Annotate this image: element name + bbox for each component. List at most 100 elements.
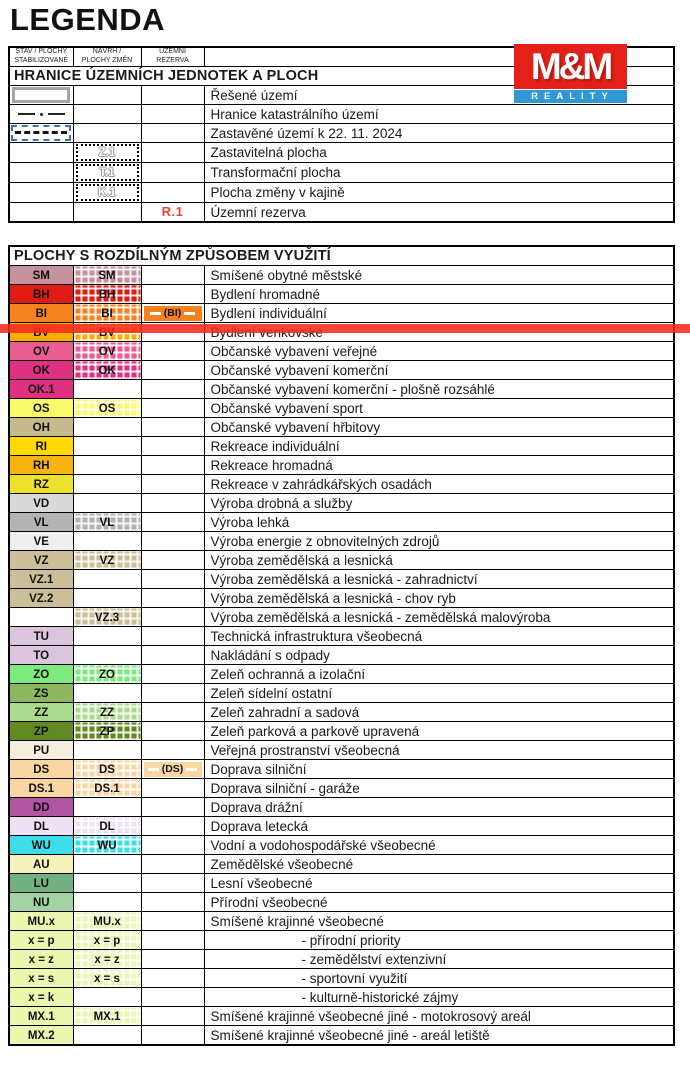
reserve-code: R.1 [161, 204, 184, 219]
zone-description: - sportovní využití [203, 968, 675, 988]
col-header-rezerva: ÚZEMNÍ REZERVA [140, 46, 205, 67]
legend-row: OK.1 Občanské vybavení komerční - plošně… [8, 379, 675, 399]
zone-description: Přírodní všeobecné [203, 892, 675, 912]
stav-chip: RH [8, 455, 74, 475]
legend-row: TO Nakládání s odpady [8, 645, 675, 665]
legend-row: BI BI (BI) Bydlení individuální [8, 303, 675, 323]
rezerva-cell [140, 892, 205, 912]
legend-row: OS OS Občanské vybavení sport [8, 398, 675, 418]
rezerva-cell [140, 740, 205, 760]
zone-code-stav: WU [31, 840, 51, 852]
navrh-chip: DS.1 [72, 778, 142, 798]
zone-description: Občanské vybavení sport [203, 398, 675, 418]
zone-code-navrh: ZO [99, 669, 115, 681]
rezerva-cell [140, 987, 205, 1007]
navrh-chip: ZZ [72, 702, 142, 722]
stav-chip: MX.1 [8, 1006, 74, 1026]
legend-row: RH Rekreace hromadná [8, 455, 675, 475]
legend-row: OK OK Občanské vybavení komerční [8, 360, 675, 380]
zone-code-stav: AU [32, 859, 50, 871]
navrh-chip: BI [72, 303, 142, 323]
legend-row: RI Rekreace individuální [8, 436, 675, 456]
stav-chip: ZO [8, 664, 74, 684]
zone-code-navrh: OV [98, 346, 116, 358]
navrh-chip [72, 892, 142, 912]
stav-chip: LU [8, 873, 74, 893]
zone-code-stav: OH [32, 422, 50, 434]
row-description: Zastavitelná plocha [203, 142, 675, 163]
zone-description: Technická infrastruktura všeobecná [203, 626, 675, 646]
zone-description: Smíšené obytné městské [203, 265, 675, 285]
rezerva-cell [140, 854, 205, 874]
navrh-chip [72, 1025, 142, 1046]
zone-description: - kulturně-historické zájmy [203, 987, 675, 1007]
zone-description: Výroba zemědělská a lesnická [203, 550, 675, 570]
navrh-chip [72, 645, 142, 665]
zone-description: Doprava silniční [203, 759, 675, 779]
stav-chip: VZ.2 [8, 588, 74, 608]
zone-description: Veřejná prostranství všeobecná [203, 740, 675, 760]
zone-code-stav: ZP [33, 726, 49, 738]
stav-chip: MX.2 [8, 1025, 74, 1046]
zone-code-stav: VZ.2 [29, 593, 54, 605]
legend-row: PU Veřejná prostranství všeobecná [8, 740, 675, 760]
zone-code-box: Z.1 [75, 144, 139, 161]
zone-description: Vodní a vodohospodářské všeobecné [203, 835, 675, 855]
navrh-chip: WU [72, 835, 142, 855]
zone-code-navrh: MX.1 [93, 1011, 121, 1023]
zone-description: Bydlení individuální [203, 303, 675, 323]
navrh-chip: ZO [72, 664, 142, 684]
stav-chip: BH [8, 284, 74, 304]
zone-code-navrh: BI [101, 308, 113, 320]
legend-row: MX.1 MX.1 Smíšené krajinné všeobecné jin… [8, 1006, 675, 1026]
zone-code-navrh: OS [98, 403, 116, 415]
stav-chip: SM [8, 265, 74, 285]
navrh-chip [72, 987, 142, 1007]
zone-code-stav: DD [32, 802, 50, 814]
zone-code-navrh: SM [98, 270, 116, 282]
land-use-table: PLOCHY S ROZDÍLNÝM ZPŮSOBEM VYUŽITÍ SM S… [8, 245, 675, 1046]
stav-chip: RZ [8, 474, 74, 494]
zone-code-stav: TU [33, 631, 49, 643]
zone-code-navrh: VZ.3 [94, 612, 120, 624]
rezerva-cell [140, 569, 205, 589]
zone-code-stav: VD [33, 498, 50, 510]
rezerva-cell [140, 417, 205, 437]
rezerva-cell [140, 816, 205, 836]
legend-row: Z.1 Zastavitelná plocha [8, 142, 675, 163]
navrh-chip [72, 797, 142, 817]
zone-code-stav: BI [35, 308, 48, 320]
zone-description: Doprava drážní [203, 797, 675, 817]
legend-row: x = s x = s - sportovní využití [8, 968, 675, 988]
legend-row: ZO ZO Zeleň ochranná a izolační [8, 664, 675, 684]
legend-row: VZ.1 Výroba zemědělská a lesnická - zahr… [8, 569, 675, 589]
zone-description: Občanské vybavení komerční [203, 360, 675, 380]
navrh-chip [72, 854, 142, 874]
navrh-chip: ZP [72, 721, 142, 741]
rezerva-cell [140, 797, 205, 817]
legend-row: K.1 Plocha změny v kajině [8, 182, 675, 203]
zone-description: Lesní všeobecné [203, 873, 675, 893]
zone-code-stav: RI [35, 441, 48, 453]
zone-code-stav: VL [33, 517, 49, 529]
navrh-chip [72, 683, 142, 703]
zone-code-navrh: x = p [93, 935, 121, 947]
stav-chip: OS [8, 398, 74, 418]
rezerva-cell [140, 493, 205, 513]
stav-chip: DS [8, 759, 74, 779]
zone-description: Výroba drobná a služby [203, 493, 675, 513]
legend-row: DL DL Doprava letecká [8, 816, 675, 836]
navrh-chip: OS [72, 398, 142, 418]
zone-description: Občanské vybavení hřbitovy [203, 417, 675, 437]
navrh-chip [72, 740, 142, 760]
stav-chip: ZP [8, 721, 74, 741]
stav-chip: NU [8, 892, 74, 912]
legend-row: RZ Rekreace v zahrádkářských osadách [8, 474, 675, 494]
zone-code-box: T.1 [75, 164, 139, 181]
zone-code-stav: MX.2 [27, 1030, 55, 1042]
zone-code-navrh: DS.1 [94, 783, 120, 795]
navrh-chip: x = z [72, 949, 142, 969]
zone-code-stav: VZ [33, 555, 49, 567]
zone-description: Bydlení hromadné [203, 284, 675, 304]
navrh-chip [72, 417, 142, 437]
